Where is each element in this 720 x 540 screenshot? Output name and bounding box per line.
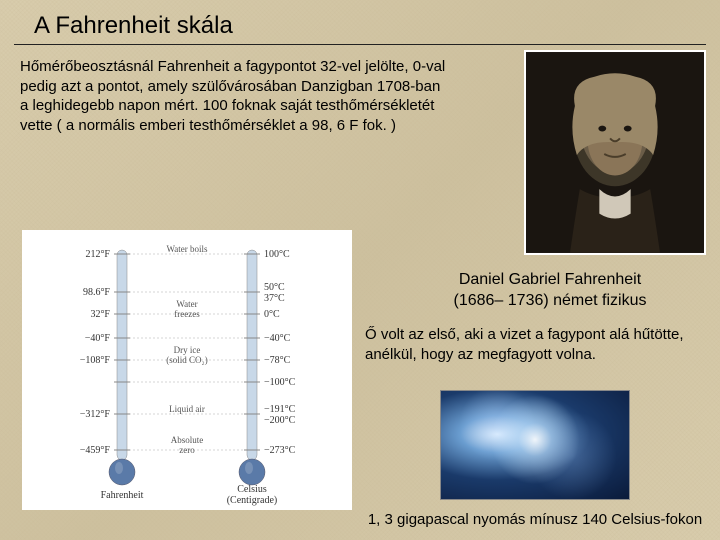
page-title: A Fahrenheit skála (14, 0, 706, 45)
thermometer-diagram: 212°F 100°C Water boils 98.6°F 50°C37°C 32°F 0… (22, 230, 352, 510)
svg-text:98.6°F: 98.6°F (83, 287, 110, 298)
svg-text:−78°C: −78°C (264, 355, 291, 366)
caption-name: Daniel Gabriel Fahrenheit (459, 271, 641, 288)
svg-text:freezes: freezes (174, 309, 200, 319)
svg-text:Celsius: Celsius (237, 484, 267, 495)
svg-text:37°C: 37°C (264, 293, 285, 304)
svg-text:Water: Water (176, 299, 197, 309)
caption-dates: (1686– 1736) német fizikus (454, 292, 647, 309)
svg-text:(Centigrade): (Centigrade) (227, 495, 278, 506)
fahrenheit-portrait (524, 50, 706, 255)
svg-text:Dry ice: Dry ice (174, 345, 201, 355)
svg-text:−273°C: −273°C (264, 445, 296, 456)
svg-text:(solid CO₂): (solid CO₂) (166, 355, 207, 365)
svg-text:Absolute: Absolute (171, 435, 204, 445)
mid-paragraph: Ő volt az első, aki a vizet a fagypont a… (365, 325, 705, 364)
svg-text:−312°F: −312°F (80, 409, 111, 420)
svg-text:100°C: 100°C (264, 249, 290, 260)
svg-text:212°F: 212°F (85, 249, 110, 260)
footer-caption: 1, 3 gigapascal nyomás mínusz 140 Celsiu… (360, 511, 710, 528)
svg-text:0°C: 0°C (264, 309, 280, 320)
svg-text:−40°C: −40°C (264, 333, 291, 344)
portrait-caption: Daniel Gabriel Fahrenheit (1686– 1736) n… (400, 270, 700, 312)
intro-paragraph: Hőmérőbeosztásnál Fahrenheit a fagyponto… (0, 45, 470, 143)
ice-crystal-image (440, 390, 630, 500)
svg-text:−40°F: −40°F (85, 333, 111, 344)
svg-text:Fahrenheit: Fahrenheit (101, 490, 144, 501)
svg-text:−100°C: −100°C (264, 377, 296, 388)
svg-text:−191°C: −191°C (264, 404, 296, 415)
svg-text:−459°F: −459°F (80, 445, 111, 456)
svg-text:zero: zero (179, 445, 195, 455)
svg-text:32°F: 32°F (90, 309, 110, 320)
svg-text:50°C: 50°C (264, 282, 285, 293)
svg-text:−108°F: −108°F (80, 355, 111, 366)
svg-text:Liquid air: Liquid air (169, 404, 205, 414)
svg-text:Water boils: Water boils (166, 244, 208, 254)
svg-text:−200°C: −200°C (264, 415, 296, 426)
